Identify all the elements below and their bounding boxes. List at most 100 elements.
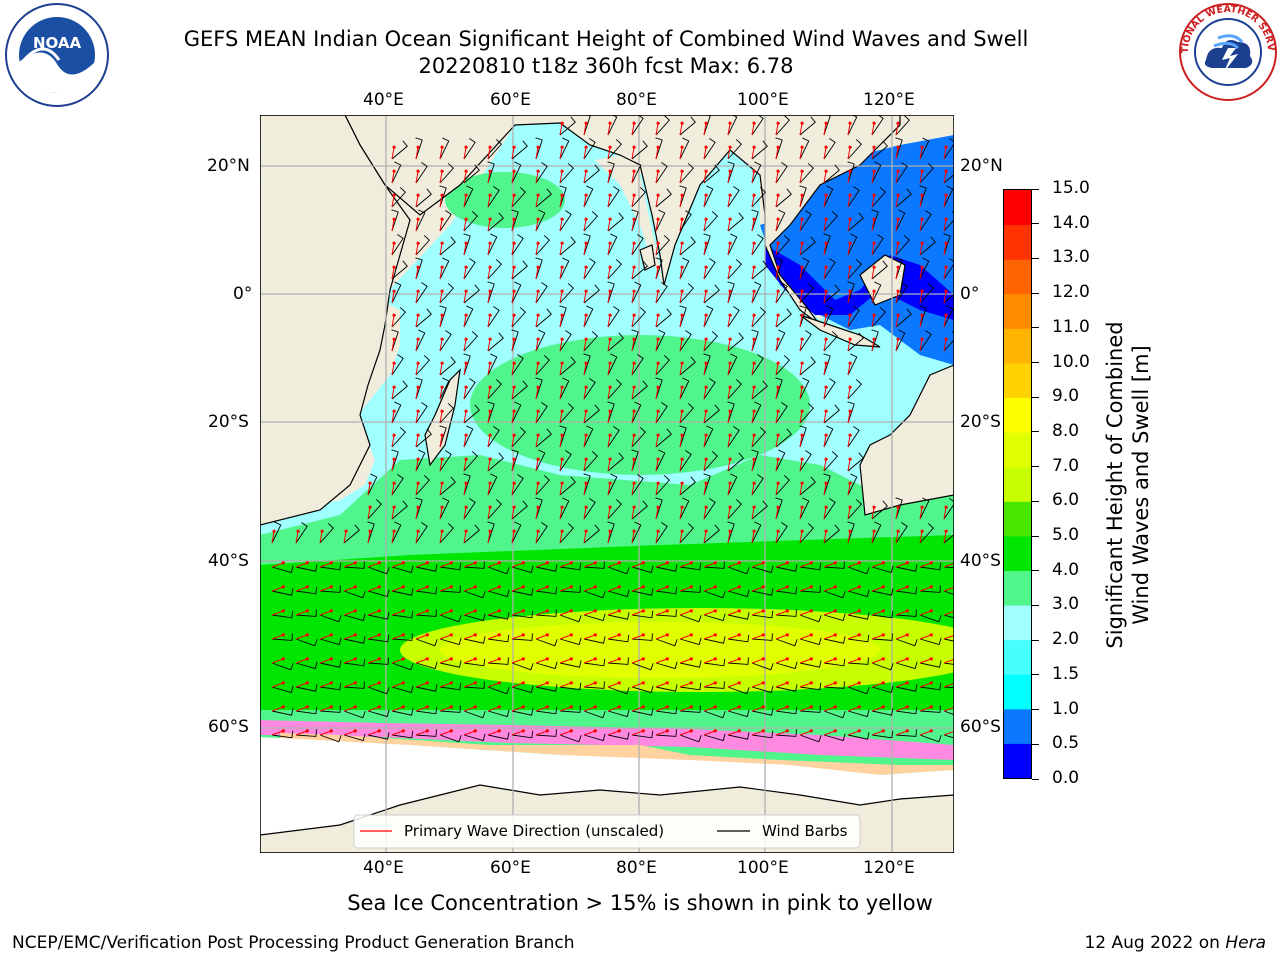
wave-direction-arrow (823, 562, 836, 568)
wave-direction-arrow (847, 483, 851, 496)
wind-barb (799, 137, 810, 160)
wave-direction-arrow (679, 219, 683, 232)
wave-arrow-head (833, 705, 837, 709)
wave-direction-arrow (631, 219, 635, 232)
wave-direction-arrow (583, 730, 596, 736)
wind-barb (799, 305, 807, 328)
wave-direction-arrow (751, 147, 755, 160)
wind-barb (679, 734, 702, 743)
wave-direction-arrow (655, 459, 659, 472)
wave-direction-arrow (703, 387, 707, 400)
wave-arrow-head (545, 681, 549, 685)
wave-direction-arrow (391, 610, 404, 616)
wind-barb (775, 475, 791, 496)
wind-barb (463, 451, 479, 472)
wind-barb (919, 236, 936, 256)
wind-barb (919, 523, 935, 544)
wave-direction-arrow (703, 339, 707, 352)
wave-arrow-head (944, 265, 948, 269)
wave-direction-arrow (655, 339, 659, 352)
wave-arrow-head (656, 361, 660, 365)
wave-arrow-head (752, 529, 756, 533)
wind-barb (895, 282, 908, 304)
wave-direction-arrow (319, 706, 332, 712)
wind-barb (679, 236, 696, 256)
wave-direction-arrow (823, 435, 827, 448)
wave-arrow-head (848, 481, 852, 485)
wave-direction-arrow (943, 243, 947, 256)
colorbar-tick-mark (1032, 709, 1039, 711)
wave-arrow-head (896, 505, 900, 509)
wave-direction-arrow (775, 562, 788, 568)
wave-direction-arrow (391, 706, 404, 712)
wind-barb (607, 521, 615, 544)
wave-arrow-head (656, 121, 660, 125)
wave-arrow-head (440, 481, 444, 485)
wave-arrow-head (728, 481, 732, 485)
wave-arrow-head (680, 289, 684, 293)
wind-barb (799, 236, 816, 256)
wave-direction-arrow (511, 507, 515, 520)
wave-arrow-head (536, 337, 540, 341)
wave-direction-arrow (823, 171, 827, 184)
wind-barb (775, 308, 792, 328)
wave-arrow-head (737, 657, 741, 661)
wind-barb (583, 331, 599, 352)
wind-barb (391, 329, 399, 352)
wave-arrow-head (728, 313, 732, 317)
wave-direction-arrow (583, 610, 596, 616)
wind-barb (799, 210, 812, 232)
wave-arrow-head (392, 433, 396, 437)
wave-arrow-head (593, 561, 597, 565)
wave-arrow-head (752, 289, 756, 293)
wave-arrow-head (785, 705, 789, 709)
wave-arrow-head (920, 217, 924, 221)
wave-arrow-head (608, 193, 612, 197)
wind-barb (847, 353, 858, 376)
wind-barb (847, 401, 855, 424)
wave-direction-arrow (559, 243, 563, 256)
wind-barb (391, 730, 414, 739)
wave-arrow-head (944, 217, 948, 221)
wave-direction-arrow (847, 195, 851, 208)
wind-barb (655, 355, 671, 376)
wave-direction-arrow (823, 706, 836, 712)
wave-direction-arrow (607, 339, 611, 352)
wave-arrow-head (449, 705, 453, 709)
wave-direction-arrow (439, 195, 443, 208)
colorbar-tick-label: 7.0 (1052, 455, 1080, 476)
wave-direction-arrow (391, 411, 395, 424)
wave-direction-arrow (535, 634, 548, 640)
wave-direction-arrow (439, 610, 452, 616)
wave-direction-arrow (727, 730, 740, 736)
wave-arrow-head (665, 561, 669, 565)
wave-arrow-head (488, 337, 492, 341)
wave-direction-arrow (679, 267, 683, 280)
wave-arrow-head (809, 585, 813, 589)
wave-direction-arrow (799, 243, 803, 256)
wave-direction-arrow (559, 586, 572, 592)
wave-arrow-head (752, 481, 756, 485)
wind-barb (703, 404, 720, 424)
wave-arrow-head (416, 313, 420, 317)
lat-label-left-60s: 60°S (208, 717, 249, 737)
wind-barb (727, 401, 735, 424)
wave-arrow-head (800, 457, 804, 461)
wave-direction-arrow (559, 531, 563, 544)
wind-barb (871, 140, 888, 160)
wind-barb (487, 233, 498, 256)
wave-direction-arrow (703, 730, 716, 736)
wave-arrow-head (665, 609, 669, 613)
wind-barb (463, 425, 474, 448)
wave-arrow-head (665, 585, 669, 589)
wave-arrow-head (737, 561, 741, 565)
wind-barb (367, 589, 390, 598)
wave-direction-arrow (439, 363, 443, 376)
colorbar-segment (1004, 639, 1031, 675)
wind-barb (415, 638, 438, 647)
wave-arrow-head (752, 121, 756, 125)
wind-barb (751, 500, 768, 520)
wave-arrow-head (776, 457, 780, 461)
wind-barb (775, 449, 786, 472)
wave-direction-arrow (607, 562, 620, 568)
